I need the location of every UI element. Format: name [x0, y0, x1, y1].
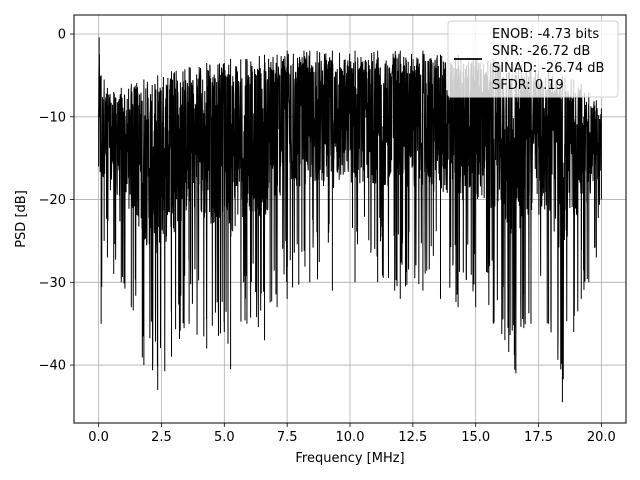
y-axis-label: PSD [dB] [14, 190, 29, 248]
x-axis-label: Frequency [MHz] [295, 451, 404, 466]
y-tick-label: 0 [58, 28, 66, 43]
x-tick-label: 2.5 [151, 430, 172, 445]
x-tick-label: 12.5 [398, 430, 427, 445]
x-axis-ticks: 0.0 2.5 5.0 7.5 10.0 12.5 15.0 17.5 20.0 [88, 423, 616, 445]
y-tick-label: −30 [39, 276, 66, 291]
x-tick-label: 17.5 [524, 430, 553, 445]
legend: ENOB: -4.73 bits SNR: -26.72 dB SINAD: -… [447, 20, 619, 98]
series-layer [98, 37, 602, 403]
legend-entry-enob: ENOB: -4.73 bits [492, 27, 599, 42]
x-tick-label: 0.0 [88, 430, 109, 445]
y-tick-label: −40 [39, 359, 66, 374]
psd-series-line [98, 37, 602, 403]
legend-entry-sinad: SINAD: -26.74 dB [492, 61, 604, 76]
legend-box [447, 20, 619, 98]
x-tick-label: 7.5 [277, 430, 298, 445]
y-axis-ticks: 0 −10 −20 −30 −40 [39, 28, 74, 374]
x-tick-label: 10.0 [336, 430, 365, 445]
x-tick-label: 20.0 [587, 430, 616, 445]
legend-entry-snr: SNR: -26.72 dB [492, 44, 590, 59]
y-tick-label: −20 [39, 193, 66, 208]
x-tick-label: 15.0 [461, 430, 490, 445]
y-tick-label: −10 [39, 110, 66, 125]
legend-entry-sfdr: SFDR: 0.19 [492, 78, 564, 93]
x-tick-label: 5.0 [214, 430, 235, 445]
